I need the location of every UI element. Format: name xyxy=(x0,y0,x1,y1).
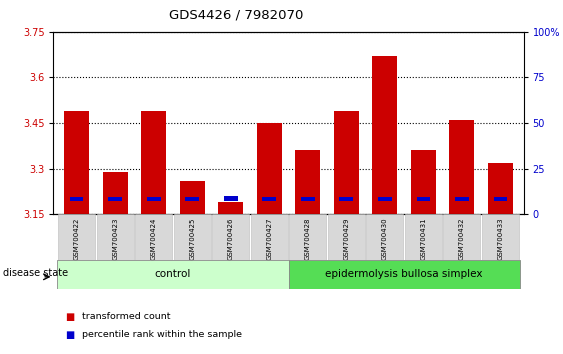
Bar xyxy=(141,111,166,214)
Text: GDS4426 / 7982070: GDS4426 / 7982070 xyxy=(169,9,303,22)
Bar xyxy=(70,198,83,201)
Bar xyxy=(64,111,89,214)
Bar xyxy=(455,198,469,201)
Bar xyxy=(367,214,403,260)
Text: GSM700429: GSM700429 xyxy=(343,218,349,260)
Bar xyxy=(334,111,359,214)
Text: GSM700422: GSM700422 xyxy=(74,218,79,260)
Bar xyxy=(185,198,199,201)
Bar xyxy=(417,198,430,201)
Bar xyxy=(174,214,211,260)
Text: epidermolysis bullosa simplex: epidermolysis bullosa simplex xyxy=(325,269,483,279)
Bar xyxy=(147,198,160,201)
Bar xyxy=(180,181,205,214)
Bar xyxy=(257,123,282,214)
Bar xyxy=(97,214,133,260)
Text: GSM700424: GSM700424 xyxy=(151,218,157,260)
Bar xyxy=(289,214,327,260)
Bar xyxy=(488,162,513,214)
Bar xyxy=(102,172,128,214)
Bar xyxy=(288,260,520,289)
Bar xyxy=(251,214,288,260)
Bar xyxy=(449,120,475,214)
Text: ■: ■ xyxy=(65,330,74,339)
Bar xyxy=(372,56,397,214)
Text: GSM700432: GSM700432 xyxy=(459,218,465,260)
Bar xyxy=(212,214,249,260)
Text: disease state: disease state xyxy=(3,268,68,278)
Bar xyxy=(482,214,519,260)
Bar xyxy=(295,150,320,214)
Bar xyxy=(262,198,276,201)
Text: GSM700426: GSM700426 xyxy=(228,218,234,260)
Bar xyxy=(218,202,243,214)
Bar xyxy=(494,198,507,201)
Text: GSM700423: GSM700423 xyxy=(112,218,118,260)
Text: GSM700430: GSM700430 xyxy=(382,218,388,261)
Text: GSM700428: GSM700428 xyxy=(305,218,311,260)
Bar xyxy=(378,198,392,201)
Text: GSM700433: GSM700433 xyxy=(498,218,503,261)
Text: control: control xyxy=(155,269,191,279)
Bar xyxy=(135,214,172,260)
Text: ■: ■ xyxy=(65,312,74,322)
Bar xyxy=(58,214,95,260)
Bar xyxy=(411,150,436,214)
Bar xyxy=(108,198,122,201)
Bar xyxy=(339,198,353,201)
Text: GSM700431: GSM700431 xyxy=(421,218,426,261)
Text: percentile rank within the sample: percentile rank within the sample xyxy=(82,330,242,339)
Bar xyxy=(405,214,442,260)
Bar xyxy=(444,214,480,260)
Text: GSM700427: GSM700427 xyxy=(266,218,272,260)
Bar xyxy=(328,214,365,260)
Bar xyxy=(224,196,238,201)
Bar xyxy=(57,260,288,289)
Bar xyxy=(301,198,315,201)
Text: transformed count: transformed count xyxy=(82,312,170,321)
Text: GSM700425: GSM700425 xyxy=(189,218,195,260)
